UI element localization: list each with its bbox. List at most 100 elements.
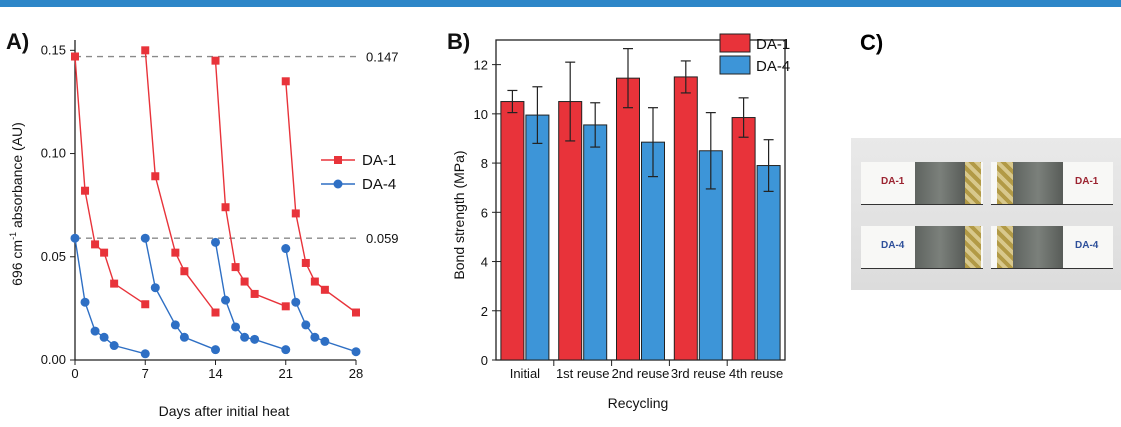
legend-swatch [719, 55, 751, 75]
y-tick-label: 10 [474, 107, 488, 122]
y-tick-label: 12 [474, 58, 488, 73]
data-point [291, 209, 300, 218]
series-line-DA-4 [144, 238, 216, 351]
y-tick-label: 0 [481, 353, 488, 368]
x-tick-label: 4th reuse [729, 366, 783, 381]
data-point [91, 240, 100, 249]
data-point [140, 233, 150, 243]
data-point [231, 322, 241, 332]
data-point [151, 172, 160, 181]
sample-strip-da1-left: DA-1 [861, 162, 983, 204]
data-point [211, 308, 220, 317]
chart-a-xlabel: Days after initial heat [159, 403, 290, 419]
chart-a: A) 696 cm-1 absorbance (AU) Days after i… [6, 29, 399, 419]
data-point [301, 320, 311, 330]
data-point [141, 46, 150, 55]
series-line-DA-1 [74, 56, 146, 305]
data-point [240, 277, 249, 286]
data-point [310, 332, 320, 342]
adhesive-samples-photo: DA-1 DA-1 DA-4 DA-4 [851, 138, 1121, 290]
legend-marker [333, 179, 343, 189]
bar-DA-1 [731, 117, 756, 361]
strip-label: DA-4 [1075, 240, 1099, 251]
x-tick-label: 21 [279, 366, 293, 381]
data-point [291, 297, 301, 307]
bar-DA-1 [673, 76, 698, 361]
data-point [352, 308, 360, 317]
legend-label: DA-1 [362, 152, 396, 169]
panel-a-label: A) [6, 29, 29, 54]
data-point [250, 289, 259, 298]
x-tick-label: Initial [510, 366, 540, 381]
data-point [211, 345, 220, 355]
panel-b-label: B) [447, 29, 470, 54]
x-tick-label: 0 [71, 366, 78, 381]
x-tick-label: 28 [349, 366, 363, 381]
sample-strip-da4-right: DA-4 [991, 226, 1113, 268]
y-tick-label: 0.15 [41, 42, 66, 57]
data-point [71, 52, 79, 61]
data-point [180, 267, 189, 276]
data-point [301, 258, 310, 267]
data-point [351, 347, 361, 357]
data-point [110, 279, 119, 288]
series-line-DA-1 [214, 60, 287, 307]
data-point [281, 244, 291, 254]
data-point [171, 248, 180, 257]
data-point [100, 248, 109, 257]
chart-b: B) Bond strength (MPa) Recycling 0 2 4 6 8 10… [447, 29, 790, 411]
reference-line-label: 0.059 [366, 231, 399, 246]
bar-DA-1 [500, 101, 525, 361]
y-tick-label: 0.00 [41, 352, 66, 367]
data-point [211, 237, 220, 247]
legend-swatch [719, 33, 751, 53]
x-tick-label: 1st reuse [556, 366, 609, 381]
x-tick-label: 14 [208, 366, 222, 381]
y-tick-label: 0.10 [41, 146, 66, 161]
data-point [250, 334, 260, 344]
x-tick-label: 7 [142, 366, 149, 381]
panel-c-label: C) [860, 30, 884, 55]
bar-DA-4 [756, 165, 781, 361]
series-line-DA-4 [214, 242, 287, 351]
chart-b-ylabel: Bond strength (MPa) [451, 150, 467, 279]
data-point [281, 302, 290, 311]
x-tick-label: 3rd reuse [671, 366, 726, 381]
legend-label: DA-4 [756, 58, 790, 75]
chart-b-frame [495, 39, 786, 361]
top-rule [0, 0, 1121, 7]
data-point [90, 326, 100, 336]
data-point [320, 336, 330, 346]
y-tick-label: 2 [481, 304, 488, 319]
data-point [179, 332, 189, 342]
chart-a-ylabel: 696 cm-1 absorbance (AU) [8, 122, 25, 286]
y-tick-label: 0.05 [41, 249, 66, 264]
data-point [320, 285, 329, 294]
y-tick-label: 6 [481, 205, 488, 220]
data-point [211, 56, 220, 65]
data-point [81, 186, 90, 195]
legend-label: DA-1 [756, 36, 790, 53]
data-point [80, 297, 90, 307]
legend-marker [334, 156, 342, 164]
chart-b-xlabel: Recycling [608, 395, 669, 411]
strip-label: DA-1 [1075, 176, 1099, 187]
bar-DA-4 [525, 114, 550, 361]
series-line-DA-4 [285, 248, 357, 353]
data-point [231, 263, 240, 272]
strip-label: DA-4 [881, 240, 905, 251]
data-point [70, 233, 80, 243]
data-point [221, 295, 231, 305]
legend-label: DA-4 [362, 176, 396, 193]
reference-line-label: 0.147 [366, 50, 399, 65]
data-point [281, 345, 291, 355]
data-point [221, 203, 230, 212]
x-tick-label: 2nd reuse [612, 366, 670, 381]
y-tick-label: 8 [481, 156, 488, 171]
data-point [150, 283, 160, 293]
data-point [99, 332, 109, 342]
data-point [141, 300, 150, 309]
data-point [310, 277, 319, 286]
strip-label: DA-1 [881, 176, 905, 187]
data-point [281, 77, 290, 86]
